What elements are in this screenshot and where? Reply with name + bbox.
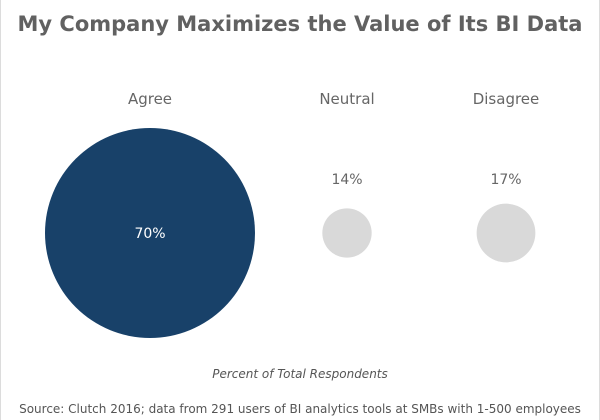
category-label-disagree: Disagree: [473, 90, 540, 108]
value-label-neutral: 14%: [331, 172, 362, 188]
source-note: Source: Clutch 2016; data from 291 users…: [19, 402, 581, 416]
bubble-agree: [45, 128, 255, 338]
bubble-disagree: [476, 203, 536, 263]
value-label-agree: 70%: [134, 226, 165, 242]
bubble-neutral: [322, 208, 372, 258]
value-label-disagree: 17%: [490, 172, 521, 188]
category-label-neutral: Neutral: [319, 90, 374, 108]
x-axis-label: Percent of Total Respondents: [212, 367, 388, 381]
frame-border-left: [0, 0, 1, 420]
chart-title: My Company Maximizes the Value of Its BI…: [17, 12, 583, 36]
category-label-agree: Agree: [128, 90, 172, 108]
